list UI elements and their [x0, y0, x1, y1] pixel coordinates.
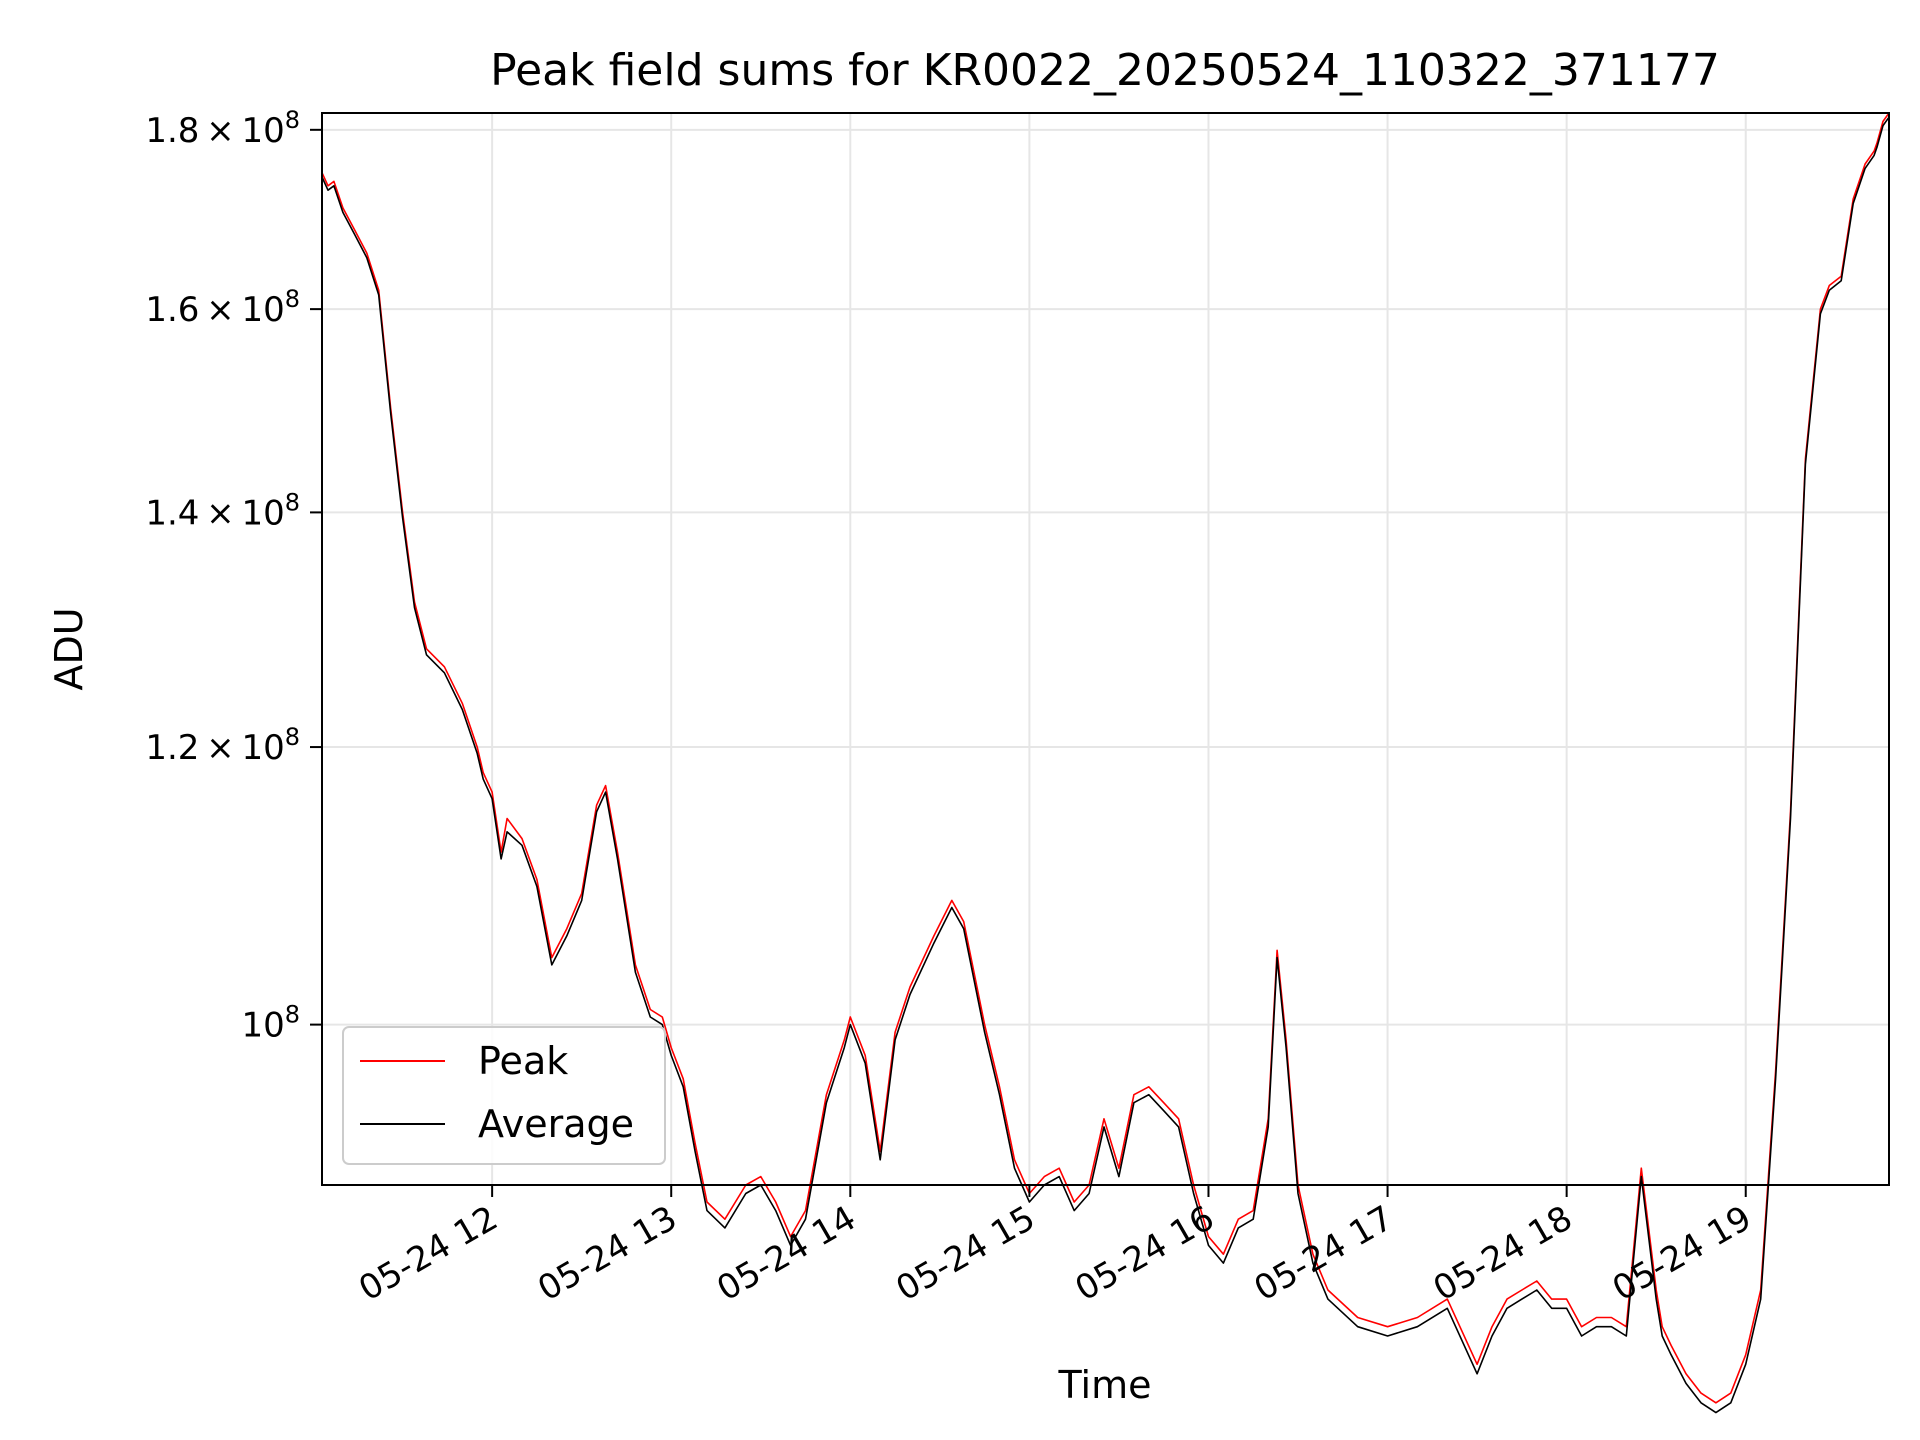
grid [322, 113, 1889, 1185]
y-tick-label: 108 [241, 1001, 300, 1046]
y-axis-ticks: 108 1.2 × 108 1.4 × 108 1.6 × 108 1.8 × 108 [145, 106, 322, 1046]
series-peak-line [321, 112, 1890, 1404]
chart-title: Peak field sums for KR0022_20250524_1103… [490, 45, 1720, 96]
series-average-line [321, 116, 1890, 1414]
y-axis-label: ADU [47, 607, 91, 690]
series-layer [321, 112, 1890, 1414]
y-tick-label: 1.4 × 108 [145, 488, 300, 533]
plot-frame [321, 112, 1890, 1186]
legend: Peak Average [342, 1026, 666, 1165]
y-tick-label: 1.6 × 108 [145, 285, 300, 330]
y-tick-label: 1.8 × 108 [145, 106, 300, 151]
y-tick-label: 1.2 × 108 [145, 723, 300, 768]
legend-average-label: Average [478, 1102, 634, 1146]
legend-peak-label: Peak [478, 1039, 568, 1083]
x-axis-label: Time [1058, 1363, 1152, 1407]
